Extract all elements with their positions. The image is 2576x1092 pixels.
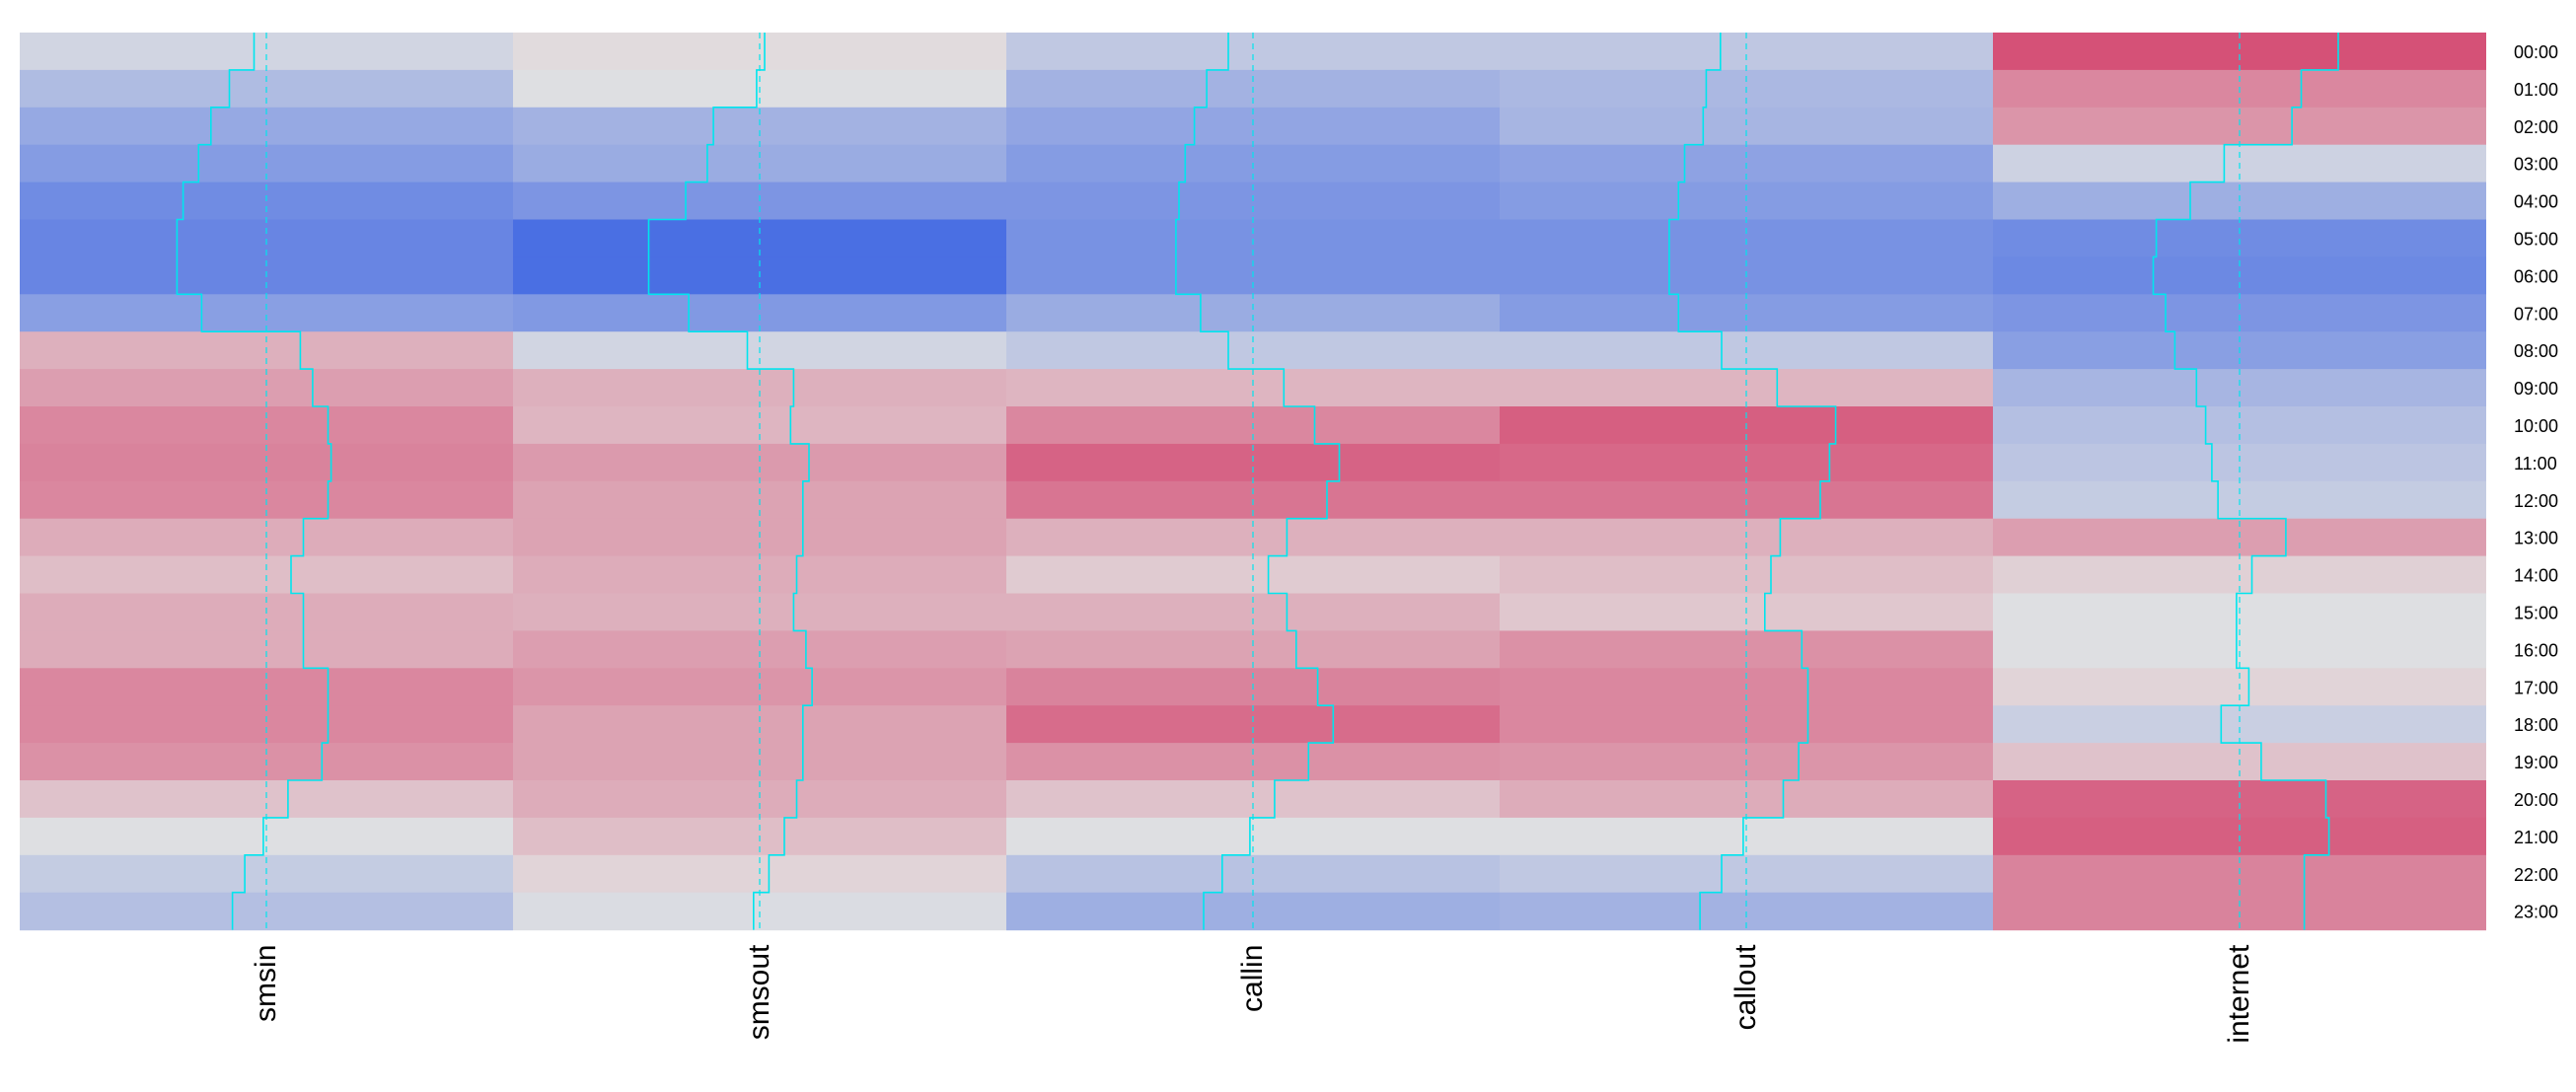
row-label: 19:00	[2514, 753, 2558, 772]
row-label: 23:00	[2514, 903, 2558, 922]
row-label: 13:00	[2514, 529, 2558, 548]
column-label: callout	[1730, 944, 1762, 1030]
row-label: 16:00	[2514, 640, 2558, 660]
column-trace-line	[1668, 33, 1837, 930]
column-trace-line	[647, 33, 813, 930]
row-label: 04:00	[2514, 192, 2558, 212]
row-label: 15:00	[2514, 603, 2558, 622]
row-labels: 00:00 01:00 02:00 03:00 04:00 05:00 06:00 07:00…	[2514, 42, 2558, 922]
heatmap-cell	[20, 369, 513, 407]
heatmap-cell	[20, 705, 513, 744]
column-trace-line	[1175, 33, 1341, 930]
row-label: 21:00	[2514, 828, 2558, 847]
heatmap-cell	[1993, 369, 2486, 407]
row-label: 01:00	[2514, 80, 2558, 100]
column-label: smsout	[743, 944, 775, 1040]
reference-lines-layer	[265, 33, 2241, 930]
row-label: 22:00	[2514, 865, 2558, 885]
row-label: 10:00	[2514, 416, 2558, 436]
column-label: internet	[2223, 944, 2255, 1044]
heatmap-cell	[513, 705, 1006, 744]
column-label: callin	[1236, 945, 1269, 1012]
row-label: 03:00	[2514, 155, 2558, 175]
row-label: 02:00	[2514, 117, 2558, 137]
row-label: 12:00	[2514, 491, 2558, 511]
row-label: 20:00	[2514, 790, 2558, 810]
heatmap-cell	[1006, 369, 1500, 407]
row-label: 08:00	[2514, 341, 2558, 361]
row-label: 09:00	[2514, 379, 2558, 399]
heatmap-cell	[1500, 705, 1993, 744]
heatmap-cell	[1006, 33, 1500, 71]
heatmap-cell	[1006, 705, 1500, 744]
heatmap-cell	[1500, 369, 1993, 407]
column-trace-line	[176, 33, 332, 930]
heatmap-cell	[513, 33, 1006, 71]
row-label: 07:00	[2514, 304, 2558, 324]
row-label: 17:00	[2514, 678, 2558, 697]
column-label: smsin	[250, 945, 282, 1022]
heatmap-cell	[1500, 33, 1993, 71]
heatmap-cell	[1993, 705, 2486, 744]
row-label: 06:00	[2514, 266, 2558, 286]
row-label: 14:00	[2514, 566, 2558, 586]
trace-lines-layer	[176, 33, 2339, 930]
row-label: 11:00	[2514, 454, 2557, 473]
heatmap-cell	[1993, 33, 2486, 71]
row-label: 00:00	[2514, 42, 2558, 62]
heatmap-cell	[513, 369, 1006, 407]
row-label: 05:00	[2514, 229, 2558, 249]
row-label: 18:00	[2514, 715, 2558, 735]
heatmap-cell	[20, 33, 513, 71]
column-trace-line	[2152, 33, 2339, 930]
column-labels: smsin smsout callin callout internet	[250, 944, 2255, 1044]
